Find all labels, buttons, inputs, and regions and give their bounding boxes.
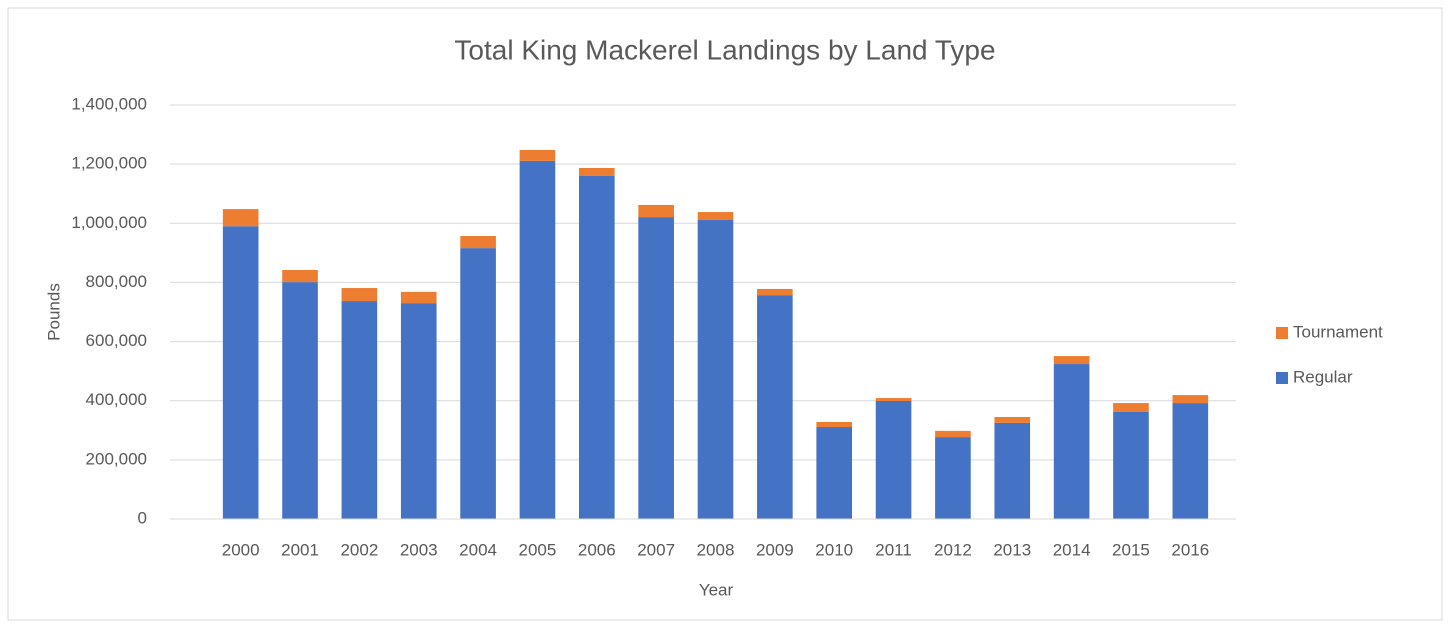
bar-segment	[638, 204, 674, 218]
x-tick-label: 2001	[281, 540, 319, 559]
legend-label: Tournament	[1293, 322, 1383, 341]
legend-swatch	[1276, 372, 1288, 384]
y-tick-label: 1,000,000	[71, 213, 147, 232]
x-tick-label: 2016	[1171, 540, 1209, 559]
bar-segment	[875, 401, 912, 519]
bar-segment	[935, 437, 971, 519]
bar-segment	[400, 291, 437, 304]
bar-segment	[757, 295, 793, 519]
x-tick-label: 2015	[1112, 540, 1150, 559]
bar-segment	[757, 288, 793, 296]
x-tick-label: 2013	[993, 540, 1031, 559]
bar-segment	[1053, 364, 1090, 519]
bar-segment	[1113, 403, 1149, 412]
bar-segment	[222, 226, 259, 519]
y-tick-label: 1,200,000	[71, 154, 147, 173]
bar-segment	[282, 270, 318, 283]
bar-segment	[994, 416, 1031, 423]
x-tick-label: 2008	[697, 540, 735, 559]
bar-segment	[400, 303, 437, 519]
x-tick-label: 2009	[756, 540, 794, 559]
x-axis-label: Year	[699, 580, 734, 599]
y-tick-label: 1,400,000	[71, 94, 147, 113]
bar-segment	[1053, 356, 1090, 365]
bar-segment	[578, 167, 615, 176]
legend-label: Regular	[1293, 367, 1353, 386]
x-tick-label: 2011	[875, 540, 912, 559]
x-tick-label: 2012	[934, 540, 972, 559]
x-tick-label: 2004	[459, 540, 497, 559]
y-tick-label: 600,000	[86, 331, 147, 350]
bar-segment	[341, 288, 378, 302]
y-tick-label: 200,000	[86, 449, 147, 468]
bar-segment	[519, 149, 556, 161]
bar-segment	[1113, 411, 1149, 519]
bar-segment	[638, 217, 674, 519]
bar-segment	[1172, 395, 1209, 404]
x-tick-label: 2006	[578, 540, 616, 559]
y-tick-label: 0	[138, 508, 147, 527]
bar-segment	[460, 248, 496, 519]
x-tick-label: 2003	[400, 540, 438, 559]
bar-segment	[994, 422, 1031, 519]
bar-segment	[875, 398, 912, 402]
bar-segment	[341, 301, 378, 519]
bar-segment	[697, 220, 734, 520]
y-axis-label: Pounds	[44, 283, 63, 341]
x-tick-label: 2014	[1053, 540, 1091, 559]
bar-segment	[519, 160, 556, 519]
chart-title: Total King Mackerel Landings by Land Typ…	[454, 34, 995, 65]
x-tick-label: 2002	[340, 540, 378, 559]
y-tick-label: 400,000	[86, 390, 147, 409]
bar-segment	[816, 422, 853, 428]
x-tick-label: 2005	[519, 540, 557, 559]
bar-segment	[282, 282, 318, 519]
bar-segment	[222, 209, 259, 227]
y-tick-label: 800,000	[86, 272, 147, 291]
x-tick-label: 2010	[815, 540, 853, 559]
bar-segment	[1172, 403, 1209, 519]
bar-segment	[697, 212, 734, 221]
x-tick-label: 2000	[222, 540, 260, 559]
x-tick-label: 2007	[637, 540, 675, 559]
bar-segment	[460, 236, 496, 249]
bar-segment	[935, 430, 971, 438]
legend-swatch	[1276, 327, 1288, 339]
bar-segment	[816, 427, 853, 519]
bar-segment	[578, 175, 615, 519]
